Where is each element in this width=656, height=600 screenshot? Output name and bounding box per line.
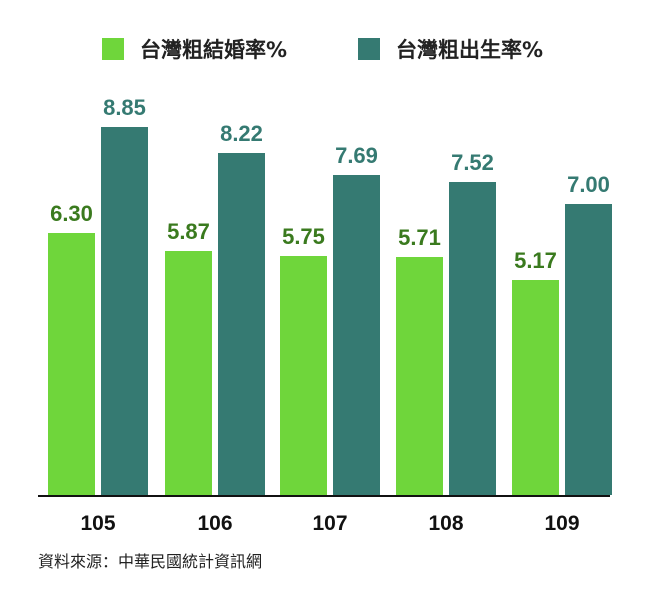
bar-marriage-rate: [165, 250, 212, 495]
x-tick-label: 108: [428, 512, 464, 535]
bar-value-label: 8.85: [103, 94, 146, 120]
bar-birth-rate: [218, 153, 265, 495]
legend-swatch-teal: [358, 38, 380, 60]
x-axis-line: [38, 495, 610, 497]
legend-swatch-green: [102, 38, 124, 60]
bar-birth-rate: [449, 182, 496, 495]
legend-item-birth-rate: 台灣粗出生率%: [358, 34, 543, 64]
bar-marriage-rate: [512, 279, 559, 495]
legend-label: 台灣粗結婚率%: [140, 38, 288, 62]
bar-value-label: 8.22: [220, 121, 263, 147]
source-note: 資料來源：中華民國統計資訊網: [38, 552, 263, 571]
bar-birth-rate: [101, 126, 148, 495]
bar-marriage-rate: [48, 232, 95, 495]
bar-value-label: 5.17: [514, 247, 557, 273]
bar-birth-rate: [333, 175, 380, 495]
bar-marriage-rate: [280, 255, 327, 495]
bar-value-label: 5.87: [167, 218, 210, 244]
x-tick-label: 106: [197, 512, 233, 535]
bar-value-label: 6.30: [50, 200, 93, 226]
bar-marriage-rate: [396, 257, 443, 495]
bar-value-label: 7.52: [451, 150, 494, 176]
bar-birth-rate: [565, 203, 612, 495]
bar-value-label: 5.71: [398, 225, 441, 251]
legend-label: 台灣粗出生率%: [396, 38, 544, 62]
chart-legend: 台灣粗結婚率% 台灣粗出生率%: [0, 34, 656, 64]
bar-value-label: 5.75: [282, 223, 325, 249]
legend-item-marriage-rate: 台灣粗結婚率%: [102, 34, 287, 64]
x-tick-label: 105: [80, 512, 116, 535]
x-tick-label: 109: [544, 512, 580, 535]
bar-value-label: 7.69: [335, 143, 378, 169]
x-tick-label: 107: [312, 512, 348, 535]
bar-value-label: 7.00: [567, 171, 610, 197]
